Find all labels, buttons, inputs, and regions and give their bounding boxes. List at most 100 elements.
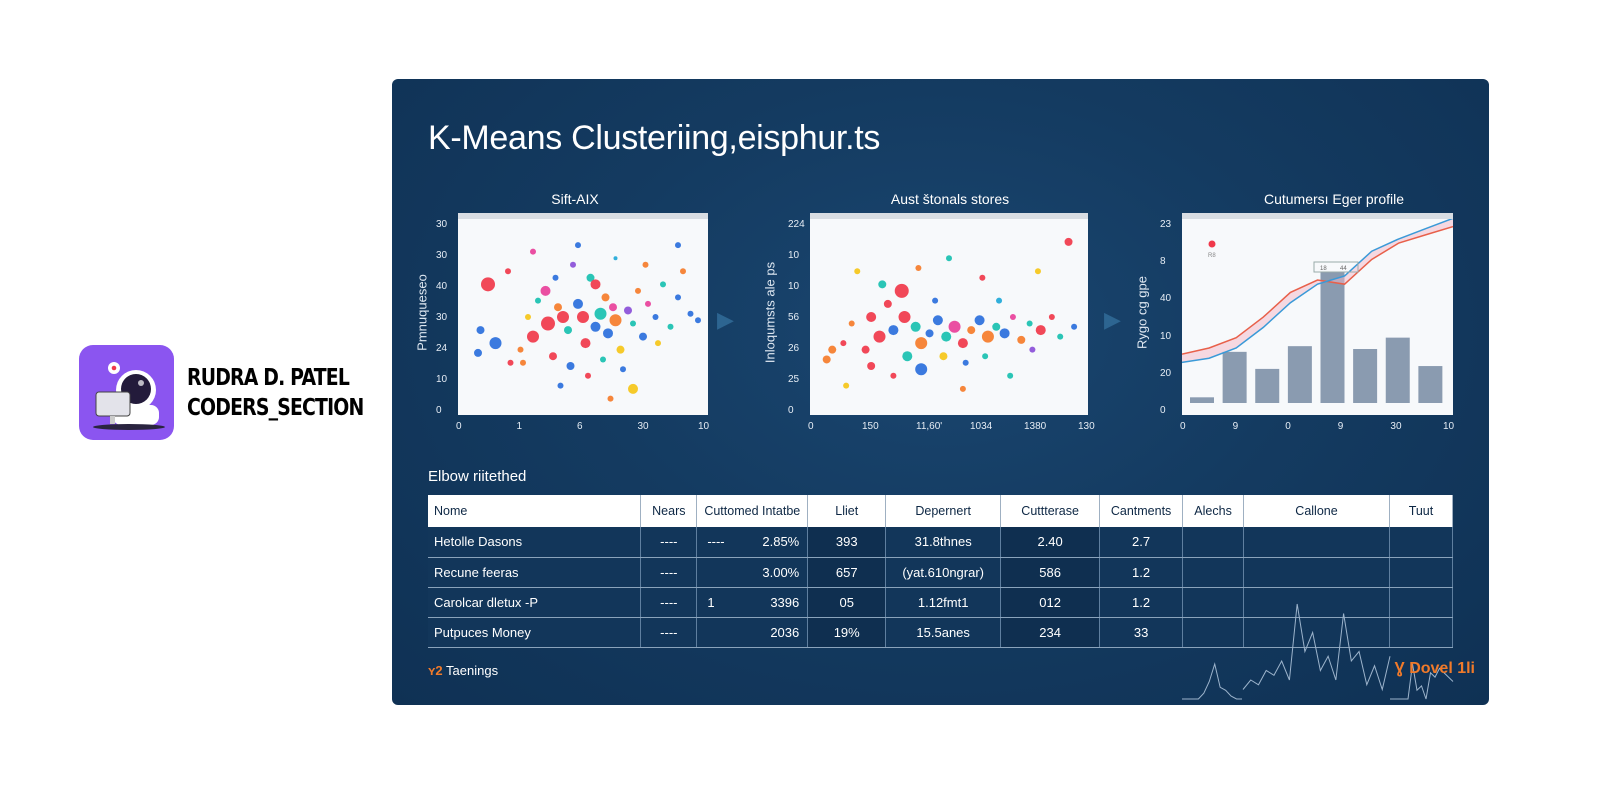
- col-header: Nears: [640, 495, 698, 527]
- x-tick-label: 30: [1390, 421, 1402, 432]
- cell-value: 3396: [770, 594, 800, 610]
- cell-sparkline: [1389, 587, 1454, 618]
- scatter-point: [979, 274, 986, 281]
- cell-cant: 1.2: [1099, 587, 1184, 618]
- scatter-point: [520, 359, 526, 366]
- col-header: Cuttterase: [1000, 495, 1101, 527]
- slide-card: K-Means Clusteriing,eisphur.ts Sift-AIX …: [392, 79, 1489, 705]
- y-tick-label: 8: [1160, 256, 1166, 268]
- x-tick-label: 0: [808, 421, 814, 432]
- chart-3-plot: R8 18 44: [1182, 213, 1453, 415]
- scatter-point: [915, 265, 922, 271]
- cell-nears: ----: [640, 557, 698, 588]
- y-tick-label: 224: [788, 219, 805, 230]
- brand: RUDRA D. PATEL CODERS_SECTION: [79, 345, 402, 440]
- marker-point: [1208, 240, 1216, 248]
- series-line: [1182, 225, 1453, 355]
- scatter-point: [840, 340, 847, 347]
- arrow-right-icon: ▶: [1104, 307, 1121, 332]
- annotation-label: 18: [1320, 266, 1327, 272]
- table-row[interactable]: Carolcar dletux -P ---- 1 3396 05 1.12fmt1 012…: [428, 587, 1454, 618]
- scatter-point: [557, 382, 564, 389]
- chart-1-plot: [458, 213, 708, 415]
- sparkline: [1390, 663, 1454, 700]
- y-tick-label: 30: [436, 312, 448, 323]
- bar: [1385, 337, 1410, 403]
- scatter-point: [505, 268, 511, 275]
- scatter-point: [939, 352, 948, 361]
- scatter-point: [573, 298, 583, 309]
- scatter-point: [675, 294, 681, 301]
- scatter-point: [639, 332, 647, 341]
- scatter-point: [878, 280, 887, 289]
- cell-name: Recune feeras: [428, 557, 642, 588]
- table-row[interactable]: Putpuces Money ---- 2036 19% 15.5anes 234 33: [428, 617, 1454, 648]
- x-tick-label: 9: [1232, 421, 1239, 432]
- cell-cut: 2.40: [1000, 527, 1101, 558]
- scatter-point: [861, 345, 870, 354]
- cell-name: Hetolle Dasons: [428, 527, 642, 558]
- scatter-point: [888, 325, 899, 336]
- cell-nears: ----: [640, 617, 698, 648]
- scatter-point: [898, 311, 911, 323]
- cell-dep: 15.5anes: [885, 617, 1002, 648]
- scatter-point: [695, 317, 701, 324]
- cell-sub: ----: [707, 534, 725, 550]
- scatter-point: [624, 306, 632, 315]
- scatter-point: [959, 385, 966, 392]
- scatter-point: [525, 314, 531, 320]
- cell-cut: 586: [1000, 557, 1101, 588]
- scatter-point: [967, 326, 976, 335]
- x-tick-label: 1: [516, 421, 523, 432]
- cell-sparkline: [1389, 617, 1454, 648]
- scatter-point: [600, 356, 606, 363]
- scatter-point: [609, 303, 617, 312]
- cell-value: 2036: [770, 624, 800, 640]
- scatter-point: [603, 328, 613, 339]
- scatter-point: [549, 352, 557, 361]
- scatter-point: [1007, 372, 1014, 379]
- scatter-point: [540, 285, 551, 296]
- x-tick-label: 1380: [1024, 421, 1047, 432]
- scatter-point: [552, 274, 559, 281]
- scatter-point: [915, 337, 928, 350]
- col-header: Callone: [1243, 495, 1390, 527]
- scatter-point: [1026, 320, 1033, 327]
- cell-dep: 31.8thnes: [885, 527, 1002, 558]
- brand-name: RUDRA D. PATEL: [187, 364, 350, 391]
- scatter-point: [1017, 335, 1026, 344]
- y-tick-label: 40: [1160, 293, 1172, 305]
- scatter-point: [1071, 323, 1078, 330]
- col-header: Cantments: [1099, 495, 1184, 527]
- scatter-point: [566, 362, 575, 370]
- scatter-point: [680, 268, 686, 275]
- scatter-point: [554, 303, 562, 312]
- y-tick-label: 0: [788, 405, 794, 416]
- cell-customed: 2036: [696, 617, 809, 648]
- cell-sparkline: [1182, 557, 1245, 588]
- x-tick-label: 11,60': [916, 421, 943, 432]
- scatter-point: [1029, 346, 1036, 353]
- y-tick-label: 10: [1160, 330, 1172, 342]
- y-tick-label: 10: [788, 250, 800, 261]
- x-tick-label: 130: [1078, 421, 1095, 432]
- footer-left-icon: ʏ2: [428, 663, 443, 678]
- scatter-point: [1057, 333, 1064, 340]
- chart-2-plot: [810, 213, 1088, 415]
- table-row[interactable]: Hetolle Dasons ---- ---- 2.85% 393 31.8thnes 2…: [428, 527, 1454, 558]
- cell-sparkline: [1389, 557, 1454, 588]
- cell-sparkline: [1182, 617, 1245, 648]
- cell-cut: 012: [1000, 587, 1101, 618]
- cell-name: Putpuces Money: [428, 617, 642, 648]
- x-tick-label: 1034: [970, 421, 993, 432]
- footer-logo-icon: Ɣ: [1394, 660, 1405, 677]
- scatter-point: [557, 311, 569, 323]
- cell-sparkline: [1389, 527, 1454, 558]
- scatter-point: [585, 372, 591, 379]
- table-row[interactable]: Recune feeras ---- 3.00% 657 (yat.610ngrar) 5…: [428, 557, 1454, 588]
- results-table: Nome Nears Cuttomed Intatbe Lliet Depern…: [428, 495, 1454, 648]
- scatter-point: [867, 362, 876, 370]
- scatter-point: [828, 345, 837, 354]
- y-tick-label: 30: [436, 250, 448, 261]
- scatter-point: [541, 316, 555, 331]
